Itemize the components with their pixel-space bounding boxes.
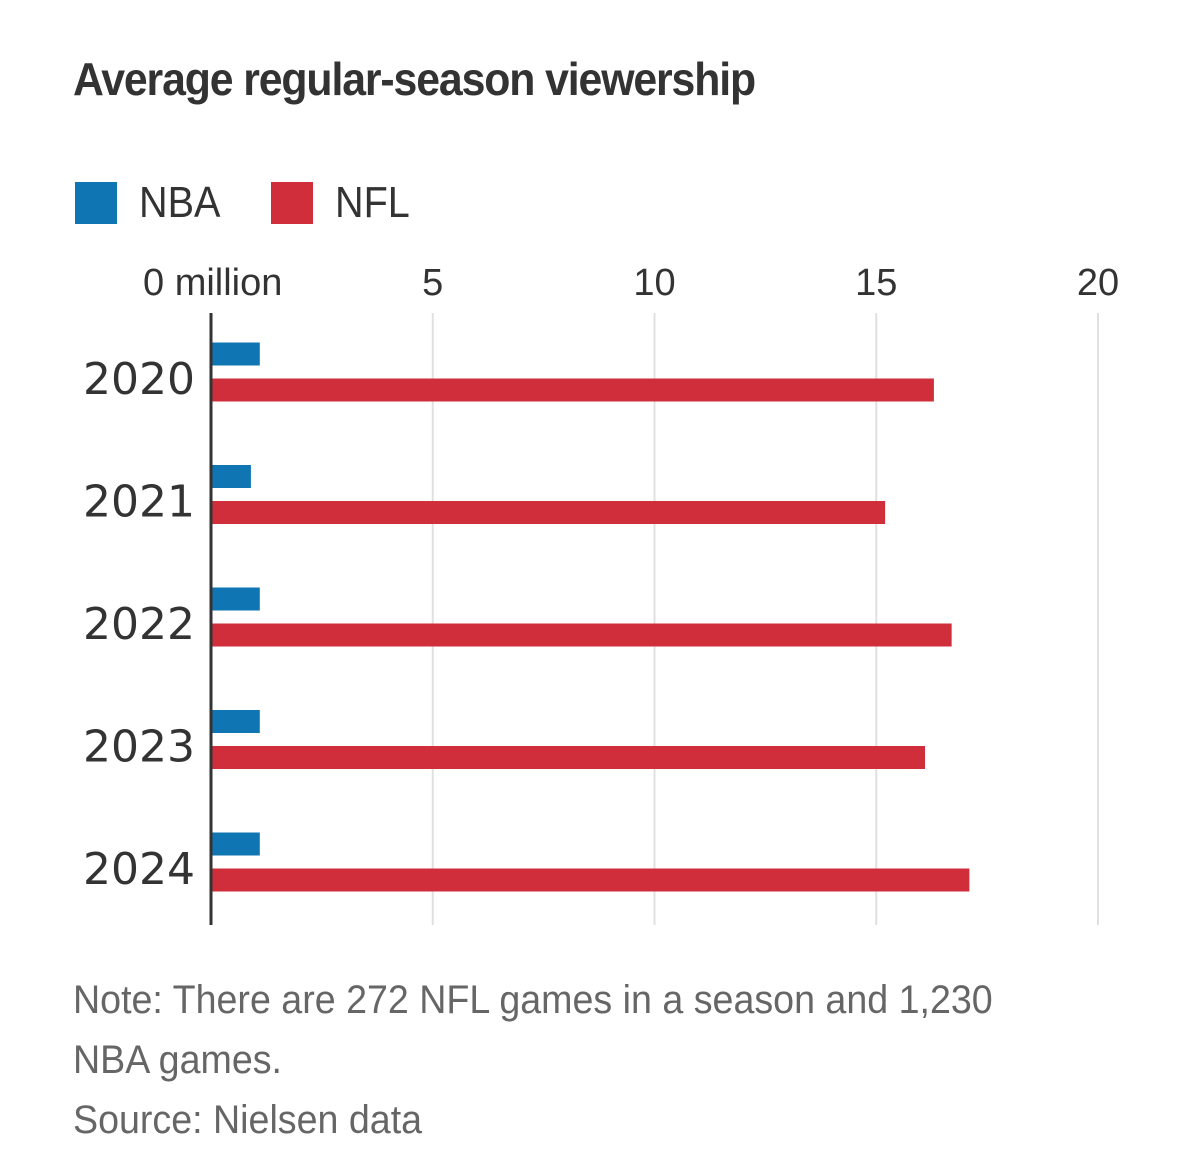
x-tick-label-5: 5 xyxy=(422,262,443,304)
bar-nfl-2021 xyxy=(212,501,886,524)
y-category-label-2022: 2022 xyxy=(83,599,195,650)
x-tick-label-20: 20 xyxy=(1077,262,1119,304)
x-tick-label-0: 0 million xyxy=(143,262,282,304)
legend-item-nfl: NFL xyxy=(271,178,418,228)
bar-nba-2022 xyxy=(212,587,260,611)
bars xyxy=(212,342,970,892)
x-tick-label-10: 10 xyxy=(633,262,675,304)
legend-swatch-nba xyxy=(75,182,117,224)
bar-nba-2020 xyxy=(212,342,260,366)
y-category-label-2023: 2023 xyxy=(83,722,195,773)
x-axis-ticks: 0 million 5 10 15 20 xyxy=(143,262,1119,304)
bar-nfl-2023 xyxy=(212,746,926,769)
legend-swatch-nfl xyxy=(271,182,314,224)
chart-title: Average regular-season viewership xyxy=(73,53,756,105)
bar-nba-2021 xyxy=(212,465,251,488)
legend-item-nba: NBA xyxy=(75,178,229,228)
y-category-label-2020: 2020 xyxy=(83,354,195,405)
y-axis-categories: 2020 2021 2022 2023 2024 xyxy=(83,354,195,895)
bar-nfl-2020 xyxy=(212,378,934,402)
bar-nba-2024 xyxy=(212,832,260,856)
legend-label-nba: NBA xyxy=(139,178,221,227)
x-tick-label-15: 15 xyxy=(855,262,897,304)
note-line-2: NBA games. xyxy=(73,1038,282,1082)
legend-label-nfl: NFL xyxy=(335,178,411,227)
gridlines xyxy=(431,313,1099,925)
bar-nfl-2024 xyxy=(212,868,970,892)
y-category-label-2021: 2021 xyxy=(83,477,195,528)
source-note: Source: Nielsen data xyxy=(73,1098,423,1142)
note-line-1: Note: There are 272 NFL games in a seaso… xyxy=(73,978,993,1022)
bar-nba-2023 xyxy=(212,710,260,733)
legend: NBA NFL xyxy=(75,178,461,228)
bar-nfl-2022 xyxy=(212,623,952,647)
y-category-label-2024: 2024 xyxy=(83,844,195,895)
